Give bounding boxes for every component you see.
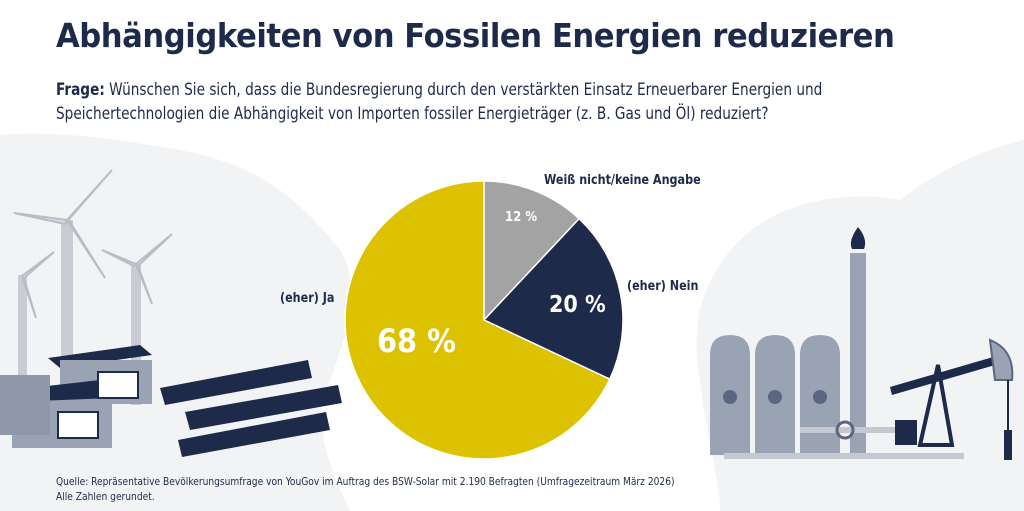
flare-stack-icon: [850, 227, 866, 453]
renewables-icon: [0, 169, 342, 457]
rounding-note: Alle Zahlen gerundet.: [56, 490, 155, 503]
source-note: Quelle: Repräsentative Bevölkerungsumfra…: [56, 474, 675, 504]
value-label-no: 20 %: [549, 292, 606, 318]
legend-label-unknown: Weiß nicht/keine Angabe: [544, 172, 701, 188]
battery-storage-icon: [0, 345, 152, 448]
value-label-yes: 68 %: [377, 322, 456, 360]
fossil-energy-icon: [710, 227, 1014, 460]
question-prefix: Frage:: [56, 80, 105, 99]
legend-label-yes: (eher) Ja: [280, 290, 335, 306]
pie-slice-unknown: [483, 180, 581, 322]
question-text: Frage: Wünschen Sie sich, dass die Bunde…: [56, 78, 939, 126]
pie-slice-no: [482, 217, 624, 381]
source-text: Quelle: Repräsentative Bevölkerungsumfra…: [56, 475, 675, 488]
pipeline-icon: [724, 420, 964, 459]
pumpjack-icon: [890, 338, 1014, 460]
solar-panel-icon: [160, 360, 342, 457]
oil-tank-icon: [710, 335, 840, 455]
value-label-unknown: 12 %: [505, 210, 538, 225]
page-title: Abhängigkeiten von Fossilen Energien red…: [56, 16, 895, 55]
pie-slice-yes: [344, 180, 611, 460]
legend-label-no: (eher) Nein: [627, 278, 699, 294]
question-body: Wünschen Sie sich, dass die Bundesregier…: [56, 80, 823, 123]
